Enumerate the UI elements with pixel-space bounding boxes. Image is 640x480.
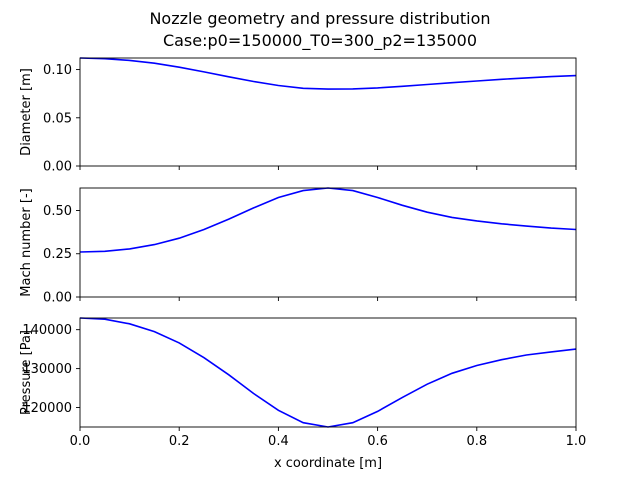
y-tick-label: 0.10 <box>43 63 72 78</box>
y-axis-label: Diameter [m] <box>19 68 34 156</box>
x-tick-label: 1.0 <box>566 434 587 449</box>
x-tick-label: 0.8 <box>466 434 487 449</box>
y-tick-label: 0.00 <box>43 160 72 175</box>
x-tick-label: 0.4 <box>268 434 289 449</box>
series-line <box>79 187 577 253</box>
y-tick-label: 140000 <box>22 323 72 338</box>
axes-frame <box>79 57 577 167</box>
subplot-1: 0.00 0.05 0.10 Diameter [m] <box>19 57 577 175</box>
figure-title: Nozzle geometry and pressure distributio… <box>149 9 490 28</box>
series-line <box>79 57 577 90</box>
subplot-3: 120000 130000 140000 0.0 0.2 0.4 0.6 0.8 1.0 Pres… <box>19 317 587 471</box>
x-tick-label: 0.0 <box>70 434 91 449</box>
series-line <box>79 317 577 428</box>
axes-frame <box>79 317 577 428</box>
y-tick-label: 0.05 <box>43 111 72 126</box>
y-tick-label: 0.25 <box>43 247 72 262</box>
y-tick-label: 0.50 <box>43 204 72 219</box>
subplots: 0.00 0.05 0.10 Diameter [m] 0.00 0.25 0.50 Mach… <box>19 57 587 471</box>
subplot-2: 0.00 0.25 0.50 Mach number [-] <box>19 187 577 306</box>
y-tick-label: 130000 <box>22 362 72 377</box>
y-tick-label: 120000 <box>22 401 72 416</box>
y-tick-label: 0.00 <box>43 291 72 306</box>
figure-subtitle: Case:p0=150000_T0=300_p2=135000 <box>163 31 477 51</box>
x-tick-label: 0.2 <box>169 434 190 449</box>
y-axis-label: Pressure [Pa] <box>19 330 34 415</box>
axes-frame <box>79 187 577 298</box>
x-axis-label: x coordinate [m] <box>274 456 382 471</box>
y-axis-label: Mach number [-] <box>19 188 34 296</box>
x-tick-label: 0.6 <box>367 434 388 449</box>
